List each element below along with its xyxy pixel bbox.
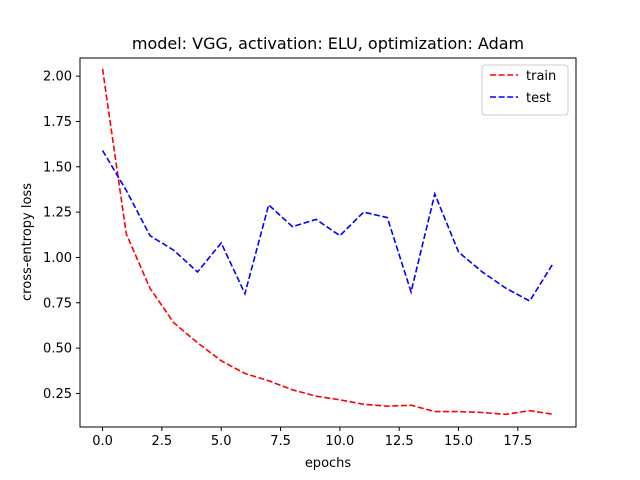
legend-label-train: train [526,69,556,84]
y-tick-label: 1.50 [43,160,72,175]
series-line-train [101,68,554,416]
x-tick-label: 0.0 [92,434,113,449]
x-tick-label: 5.0 [211,434,232,449]
y-tick-label: 1.00 [43,251,72,266]
y-tick-label: 0.75 [43,296,72,311]
series-line-test [101,150,555,303]
y-tick-label: 0.50 [43,342,72,357]
x-tick-label: 7.5 [270,434,291,449]
legend-box [481,64,569,116]
x-tick-label: 10.0 [325,434,354,449]
y-tick-label: 1.25 [43,206,72,221]
x-axis-label: epochs [305,456,352,471]
x-tick-label: 15.0 [444,434,473,449]
y-tick-label: 2.00 [43,70,72,85]
x-tick-label: 2.5 [152,434,173,449]
chart-title: model: VGG, activation: ELU, optimizatio… [132,34,524,53]
legend: train test [481,64,569,116]
y-axis-label: cross-entropy loss [20,183,35,301]
y-tick-label: 0.25 [43,387,72,402]
x-tick-label: 12.5 [385,434,414,449]
legend-label-test: test [526,91,551,106]
plot-frame [79,57,577,428]
y-tick-label: 1.75 [43,115,72,130]
x-tick-label: 17.5 [503,434,532,449]
